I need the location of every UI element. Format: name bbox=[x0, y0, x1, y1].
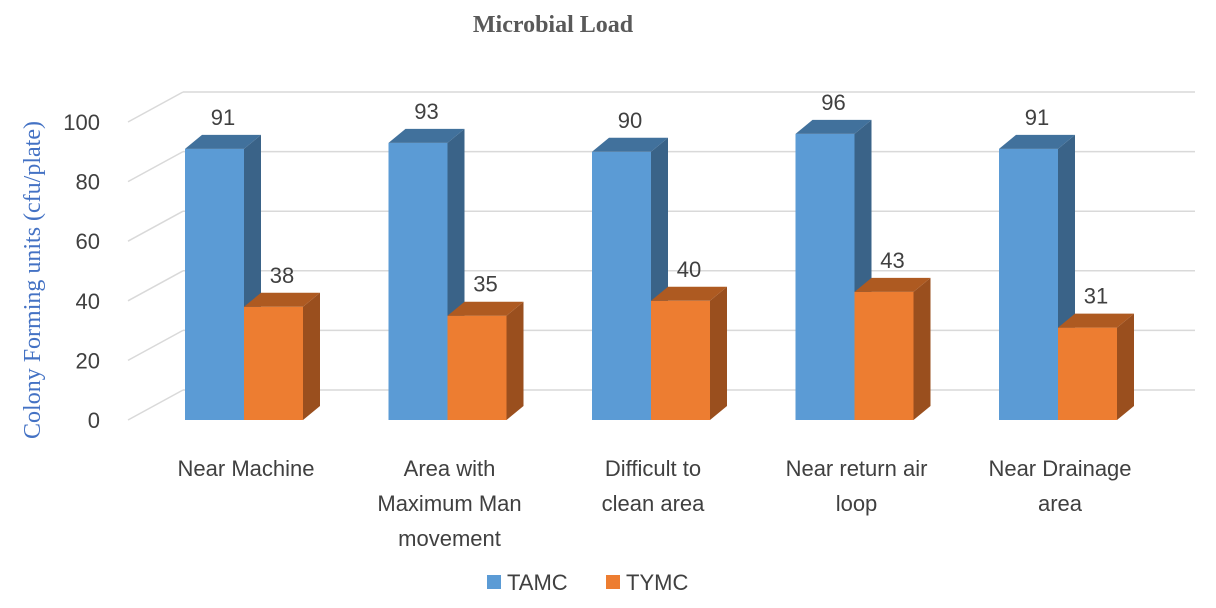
data-label: 93 bbox=[414, 99, 438, 124]
y-tick-labels: 0 20 40 60 80 100 bbox=[63, 110, 100, 433]
category-label-line: Near return air bbox=[786, 456, 928, 481]
data-label: 35 bbox=[473, 272, 497, 297]
category-label-line: Near Drainage bbox=[988, 456, 1131, 481]
category-label-line: Difficult to bbox=[605, 456, 701, 481]
bar-top bbox=[244, 292, 320, 307]
data-label: 40 bbox=[677, 257, 701, 282]
legend-label: TYMC bbox=[626, 570, 688, 595]
bar bbox=[447, 301, 524, 420]
bar-front bbox=[447, 315, 507, 420]
chart-title: Microbial Load bbox=[473, 12, 634, 38]
category-label-line: loop bbox=[836, 491, 878, 516]
gridline-diagonal bbox=[127, 210, 184, 242]
bar-front bbox=[1058, 327, 1117, 420]
gridline-diagonal bbox=[127, 329, 184, 362]
bar-side bbox=[1117, 313, 1134, 420]
gridline-diagonal bbox=[127, 91, 184, 123]
bar-top bbox=[592, 137, 668, 152]
legend-item: TYMC bbox=[606, 570, 688, 595]
bar-top bbox=[1058, 313, 1134, 328]
bar-top bbox=[854, 277, 931, 292]
y-tick-label: 40 bbox=[76, 289, 100, 314]
data-label: 91 bbox=[211, 105, 235, 130]
bar bbox=[854, 277, 931, 420]
data-label: 96 bbox=[821, 90, 845, 115]
category-label-line: movement bbox=[398, 526, 501, 551]
bar-front bbox=[854, 291, 914, 420]
bar bbox=[244, 292, 320, 420]
legend-item: TAMC bbox=[487, 570, 568, 595]
bar-front bbox=[185, 148, 244, 420]
bar bbox=[1058, 313, 1134, 420]
y-tick-label: 80 bbox=[76, 170, 100, 195]
category-label: Near Drainage area bbox=[988, 456, 1131, 516]
category-labels: Near Machine Area with Maximum Man movement… bbox=[178, 456, 1132, 551]
bar bbox=[795, 119, 872, 421]
gridline-diagonal bbox=[127, 389, 184, 421]
data-label: 31 bbox=[1084, 284, 1108, 309]
y-tick-label: 0 bbox=[88, 408, 100, 433]
bar-front bbox=[651, 300, 710, 420]
category-label: Area with Maximum Man movement bbox=[377, 456, 521, 551]
legend-label: TAMC bbox=[507, 570, 568, 595]
bar-top bbox=[185, 134, 261, 149]
bar bbox=[999, 134, 1075, 420]
bar bbox=[651, 286, 727, 420]
data-label: 91 bbox=[1025, 105, 1049, 130]
category-label-line: Area with bbox=[404, 456, 496, 481]
bars bbox=[185, 119, 1134, 421]
bar-front bbox=[999, 148, 1058, 420]
gridline-diagonal bbox=[127, 150, 184, 183]
category-label-line: clean area bbox=[602, 491, 706, 516]
y-tick-label: 20 bbox=[76, 348, 100, 373]
bar-side bbox=[506, 301, 524, 420]
legend-swatch bbox=[606, 575, 620, 589]
data-label: 90 bbox=[618, 108, 642, 133]
bar-front bbox=[244, 306, 303, 420]
legend: TAMC TYMC bbox=[487, 570, 688, 595]
bar-top bbox=[447, 301, 524, 316]
bar-side bbox=[913, 277, 931, 420]
category-label: Near Machine bbox=[178, 456, 315, 481]
legend-swatch bbox=[487, 575, 501, 589]
category-label: Near return air loop bbox=[786, 456, 928, 516]
bar-front bbox=[592, 151, 651, 421]
gridline-diagonal bbox=[127, 270, 184, 302]
y-axis-label: Colony Forming units (cfu/plate) bbox=[20, 121, 46, 439]
bar-side bbox=[303, 292, 320, 420]
category-label-line: Near Machine bbox=[178, 456, 315, 481]
bar-top bbox=[999, 134, 1075, 149]
bar-front bbox=[795, 133, 855, 421]
category-label-line: Maximum Man bbox=[377, 491, 521, 516]
bar-side bbox=[710, 286, 727, 420]
bar-top bbox=[651, 286, 727, 301]
y-tick-label: 60 bbox=[76, 229, 100, 254]
data-label: 38 bbox=[270, 263, 294, 288]
data-label: 43 bbox=[880, 248, 904, 273]
bar-top bbox=[388, 128, 465, 143]
bar-top bbox=[795, 119, 872, 134]
data-labels: 91 38 93 35 90 40 96 43 91 31 bbox=[211, 90, 1108, 309]
category-label: Difficult to clean area bbox=[602, 456, 706, 516]
y-tick-label: 100 bbox=[63, 110, 100, 135]
category-label-line: area bbox=[1038, 491, 1083, 516]
bar-front bbox=[388, 142, 448, 421]
